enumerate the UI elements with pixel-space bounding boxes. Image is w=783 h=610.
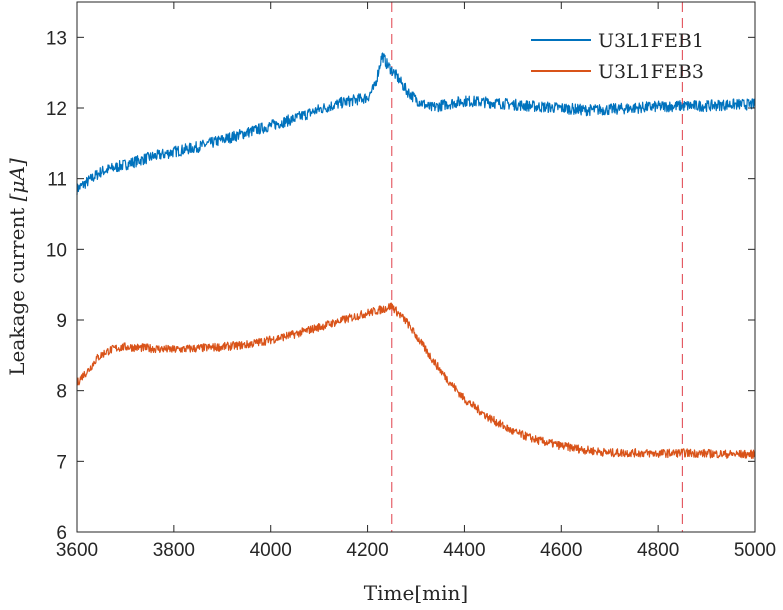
x-tick-label: 3800 (153, 540, 195, 561)
ticks-layer: 3600 3800 4000 4200 4400 4600 4800 5000 6 7 8 9 10 11… (46, 2, 776, 561)
x-tick-label: 3600 (56, 540, 98, 561)
x-tick-label: 5000 (734, 540, 776, 561)
series-line-u3l1feb1 (76, 52, 756, 195)
y-axis-title-text: Leakage current (5, 201, 29, 375)
y-axis-title-unit: [μA] (5, 158, 29, 201)
y-axis-title: Leakage current [μA] (5, 158, 29, 376)
y-tick-label: 13 (46, 28, 67, 49)
plot-frame (76, 1, 756, 533)
x-tick-label: 4000 (250, 540, 292, 561)
y-tick-label: 11 (47, 170, 67, 191)
y-tick-label: 10 (46, 240, 67, 261)
y-tick-label: 9 (56, 311, 67, 332)
x-axis-title: Time[min] (364, 581, 468, 605)
legend-label-u3l1feb3: U3L1FEB3 (598, 61, 704, 83)
y-tick-label: 8 (56, 382, 67, 403)
y-tick-label: 12 (46, 99, 67, 120)
legend-label-u3l1feb1: U3L1FEB1 (598, 30, 704, 52)
x-tick-label: 4400 (443, 540, 485, 561)
y-tick-label: 6 (56, 523, 67, 544)
x-tick-label: 4600 (540, 540, 582, 561)
legend: U3L1FEB1 U3L1FEB3 (531, 30, 704, 83)
x-tick-label: 4200 (346, 540, 388, 561)
data-layer (76, 2, 756, 532)
x-tick-label: 4800 (637, 540, 679, 561)
plot-area (77, 2, 755, 532)
series-line-u3l1feb3 (76, 302, 756, 459)
y-tick-label: 7 (56, 452, 67, 473)
